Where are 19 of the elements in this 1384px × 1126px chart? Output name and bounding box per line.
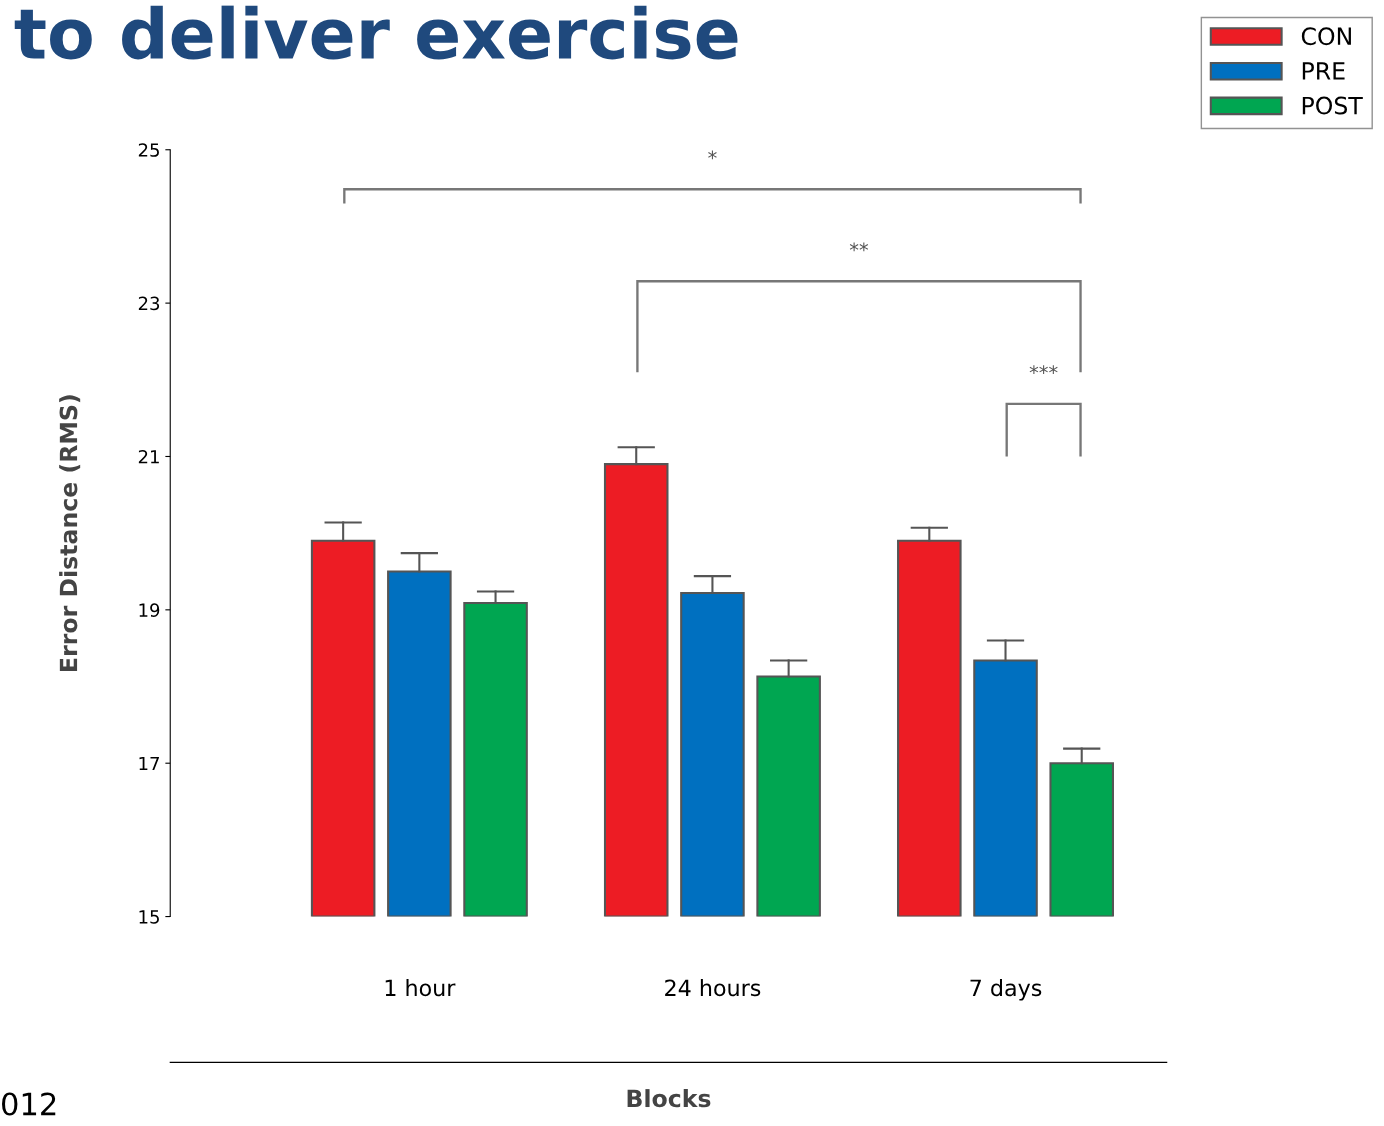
y-axis-title: Error Distance (RMS): [59, 395, 81, 671]
y-tick-label: 19: [139, 603, 160, 617]
legend-label: POST: [1302, 96, 1363, 115]
x-tick-label: 24 hours: [665, 979, 761, 997]
y-tick-label: 15: [139, 910, 159, 924]
y-tick-label: 21: [138, 449, 159, 464]
annotation: ***: [1029, 365, 1058, 375]
chart-title: to deliver exercise: [14, 5, 738, 60]
text: 012: [2, 1092, 56, 1116]
legend-label: PRE: [1302, 62, 1345, 80]
x-tick-label: 7 days: [970, 979, 1042, 1001]
annotation: **: [849, 242, 869, 252]
legend-label: CON: [1301, 27, 1351, 46]
y-tick-label: 17: [139, 756, 159, 771]
y-tick-label: 23: [138, 296, 160, 311]
annotation: *: [708, 150, 717, 160]
y-tick-label: 25: [138, 143, 159, 157]
x-tick-label: 1 hour: [385, 979, 456, 997]
x-axis-title: Blocks: [627, 1089, 711, 1108]
